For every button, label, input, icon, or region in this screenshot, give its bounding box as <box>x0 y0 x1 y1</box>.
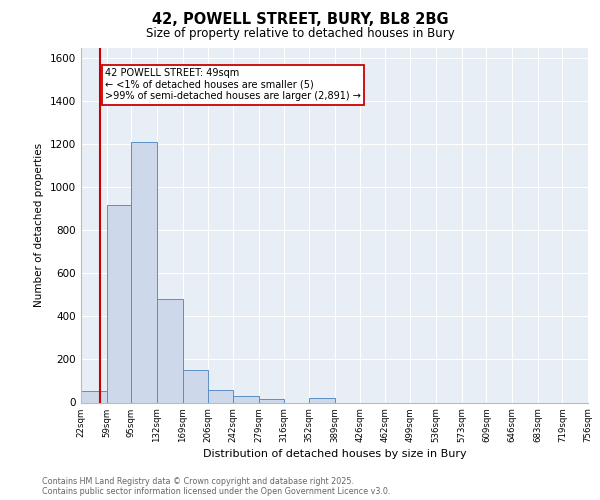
Bar <box>107 204 131 402</box>
Y-axis label: Number of detached properties: Number of detached properties <box>34 143 44 307</box>
Bar <box>131 142 157 403</box>
Text: Contains HM Land Registry data © Crown copyright and database right 2025.: Contains HM Land Registry data © Crown c… <box>42 477 354 486</box>
Bar <box>182 370 208 402</box>
Bar <box>157 299 182 403</box>
Bar <box>81 390 107 402</box>
Text: 42 POWELL STREET: 49sqm
← <1% of detached houses are smaller (5)
>99% of semi-de: 42 POWELL STREET: 49sqm ← <1% of detache… <box>105 68 361 101</box>
Bar <box>259 400 284 402</box>
Text: Contains public sector information licensed under the Open Government Licence v3: Contains public sector information licen… <box>42 487 391 496</box>
Text: 42, POWELL STREET, BURY, BL8 2BG: 42, POWELL STREET, BURY, BL8 2BG <box>152 12 448 28</box>
Bar <box>208 390 233 402</box>
Bar <box>233 396 259 402</box>
X-axis label: Distribution of detached houses by size in Bury: Distribution of detached houses by size … <box>203 449 466 459</box>
Text: Size of property relative to detached houses in Bury: Size of property relative to detached ho… <box>146 28 454 40</box>
Bar <box>309 398 335 402</box>
